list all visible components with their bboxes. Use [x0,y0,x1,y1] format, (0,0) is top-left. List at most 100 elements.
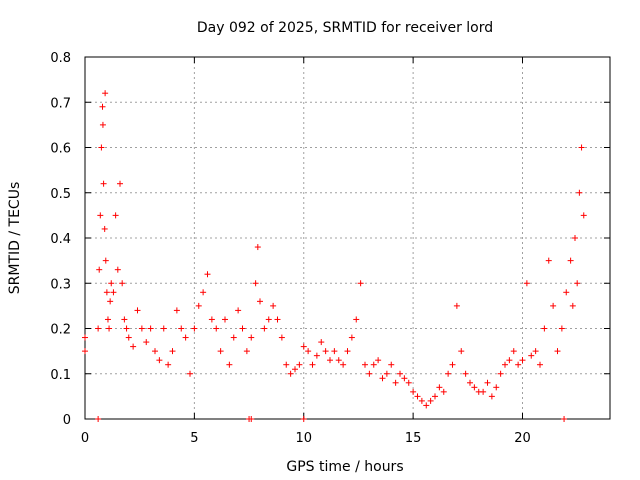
data-point [578,144,585,151]
data-point [370,361,377,368]
data-point [331,348,338,355]
data-point [449,361,456,368]
data-point [230,334,237,341]
data-point [493,384,500,391]
data-point [414,393,421,400]
data-point [488,393,495,400]
x-axis-title: GPS time / hours [286,459,403,475]
data-point [296,361,303,368]
data-point [318,339,325,346]
data-point [114,266,121,273]
data-point [362,361,368,368]
data-point [309,361,316,368]
data-point [178,325,185,332]
data-point [235,307,242,314]
data-point [305,348,312,355]
data-point [173,307,180,314]
y-tick-label: 0.4 [50,232,71,247]
data-point [480,388,487,395]
data-point [563,289,570,296]
data-point [523,280,530,287]
y-tick-label: 0.6 [50,142,71,157]
data-point [191,325,198,332]
data-point [82,334,88,341]
y-axis-ticks: 0 0.1 0.2 0.3 0.4 0.5 0.6 0.7 0.8 [50,51,610,428]
data-point [147,325,154,332]
data-point [97,212,104,219]
data-point [100,180,107,187]
data-point [558,325,565,332]
data-point [222,316,228,323]
data-point [292,366,298,373]
data-point [572,235,578,241]
data-point [143,339,150,346]
data-point [257,298,263,305]
data-point [156,357,163,364]
grid-lines [85,57,610,419]
data-point [112,212,119,219]
data-point [226,361,233,368]
data-point [405,379,412,386]
data-point [95,325,102,332]
data-point [445,370,452,377]
data-point [418,397,425,404]
data-point [440,388,447,395]
data-point [99,103,106,110]
data-point [254,244,261,251]
data-point [195,302,202,309]
data-point [261,325,268,332]
data-point [537,361,543,368]
data-point [96,266,103,273]
data-points [82,90,587,422]
data-point [248,416,255,422]
data-point [102,257,109,264]
data-point [569,302,576,309]
data-point [270,302,277,309]
data-point [243,348,250,355]
y-tick-label: 0.7 [50,96,71,111]
data-point [458,348,465,355]
data-point [103,289,110,296]
data-point [213,325,220,332]
data-point [506,357,513,364]
data-point [340,361,347,368]
data-point [110,289,117,296]
data-point [532,348,539,355]
data-point [375,357,382,364]
data-point [208,316,215,323]
data-point [217,348,224,355]
data-point [561,416,568,422]
data-point [327,357,333,364]
data-point [436,384,443,391]
data-point [497,370,504,377]
data-point [580,212,587,219]
data-point [121,316,128,323]
y-tick-label: 0.3 [50,277,71,292]
data-point [567,257,574,264]
data-point [95,416,102,422]
data-point [248,334,255,341]
data-point [187,370,193,377]
y-tick-label: 0 [63,413,71,428]
data-point [519,357,526,364]
data-point [134,307,141,314]
data-point [344,348,351,355]
data-point [467,379,473,386]
data-point [510,348,517,355]
data-point [274,316,281,323]
data-point [550,302,557,309]
data-point [383,370,390,377]
data-point [123,325,130,332]
y-tick-label: 0.2 [50,323,71,338]
data-point [427,397,434,404]
data-point [169,348,176,355]
x-tick-label: 10 [295,431,312,446]
y-tick-label: 0.5 [50,187,71,202]
data-point [98,144,105,151]
data-point [484,379,491,386]
data-point [576,189,583,196]
data-point [432,393,438,400]
y-tick-label: 0.1 [50,368,71,383]
data-point [366,370,373,377]
